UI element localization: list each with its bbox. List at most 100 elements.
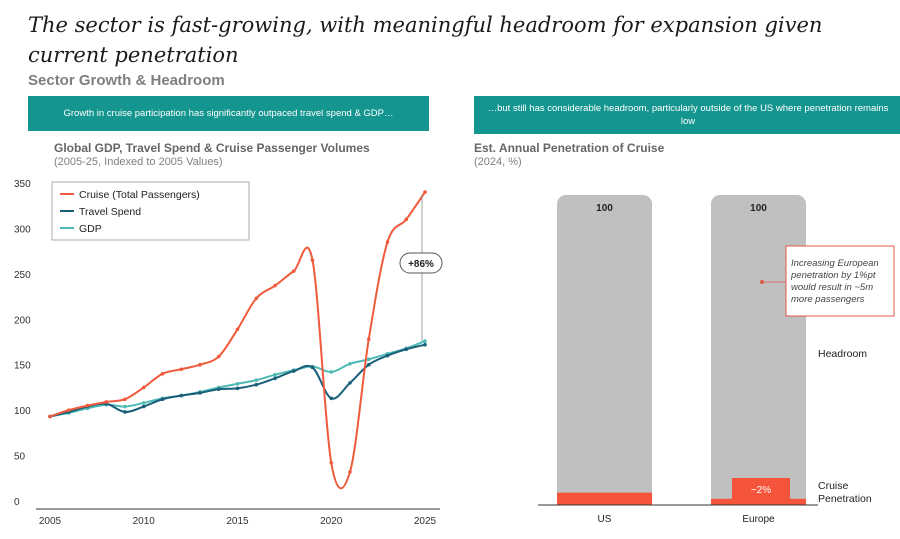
y-tick-label: 50: [14, 452, 26, 463]
x-tick-label: 2015: [226, 516, 249, 527]
bar-total-label: 100: [750, 203, 767, 214]
category-label: Europe: [742, 514, 775, 525]
bar-europe: 100: [711, 195, 806, 505]
series-travel-spend: [48, 342, 427, 419]
data-point: [160, 372, 165, 376]
data-point: [348, 381, 352, 385]
penetration-bar: [711, 498, 806, 505]
x-tick-label: 2010: [133, 516, 156, 527]
series-cruise-total-passengers: [48, 190, 427, 490]
right-banner-text: …but still has considerable headroom, pa…: [487, 103, 889, 127]
right-banner: …but still has considerable headroom, pa…: [474, 96, 900, 134]
data-point: [235, 327, 240, 332]
callout-text-line: more passengers: [791, 294, 865, 305]
data-point: [329, 370, 334, 374]
bar-total-label: 100: [596, 203, 613, 214]
data-point: [216, 354, 221, 359]
y-tick-label: 200: [14, 315, 31, 326]
data-point: [85, 403, 90, 408]
data-point: [179, 393, 184, 398]
data-point: [329, 461, 334, 465]
data-point: [423, 342, 427, 347]
bar-chart-title: Est. Annual Penetration of Cruise: [474, 141, 665, 155]
data-point: [423, 190, 427, 194]
callout-dot: [760, 280, 764, 284]
callout-text-line: Increasing European: [791, 258, 879, 269]
x-tick-label: 2025: [414, 516, 437, 527]
data-point: [216, 387, 221, 392]
y-tick-label: 350: [14, 179, 31, 190]
y-tick-label: 150: [14, 361, 31, 372]
section-title: Sector Growth & Headroom: [28, 72, 225, 89]
cruise-penetration-label: Cruise: [818, 480, 849, 492]
line-chart: 0 50 100 150 200 250 300 350 2005 2010 2015 2020 202…: [14, 179, 443, 527]
data-point: [385, 353, 390, 358]
callout-text-line: would result in ~5m: [791, 282, 873, 293]
callout-box: [785, 245, 895, 317]
data-point: [235, 381, 240, 386]
data-point: [66, 408, 71, 412]
penetration-bar: [557, 492, 652, 505]
data-point: [291, 369, 296, 373]
data-point: [404, 347, 409, 352]
data-point: [254, 382, 259, 387]
legend: [51, 181, 250, 241]
headroom-label: Headroom: [818, 348, 867, 360]
data-point: [254, 378, 259, 382]
left-banner: Growth in cruise participation has signi…: [28, 96, 429, 131]
data-point: [198, 362, 202, 367]
data-point: [123, 404, 127, 409]
data-point: [141, 401, 146, 405]
bar-chart-subtitle: (2024, %): [474, 156, 522, 168]
legend-item-label: Travel Spend: [79, 206, 141, 218]
line-chart-title: Global GDP, Travel Spend & Cruise Passen…: [54, 141, 370, 155]
line-chart-subtitle: (2005-25, Indexed to 2005 Values): [54, 156, 223, 168]
data-point: [48, 414, 52, 419]
data-point: [348, 470, 352, 474]
y-tick-label: 100: [14, 406, 31, 417]
callout-text-line: penetration by 1%pt: [790, 270, 876, 281]
headline: The sector is fast-growing, with meaning…: [28, 13, 823, 67]
annotation-label: +86%: [408, 259, 434, 270]
data-point: [273, 372, 277, 377]
data-point: [291, 269, 296, 273]
x-tick-label: 2020: [320, 516, 343, 527]
data-point: [179, 367, 184, 372]
data-point: [423, 339, 427, 343]
bar-us: 100: [557, 195, 652, 505]
y-tick-label: 0: [14, 497, 20, 508]
headroom-bar: [711, 195, 806, 505]
data-point: [273, 283, 277, 288]
data-point: [104, 400, 109, 404]
europe-penetration-label: ~2%: [751, 485, 771, 496]
data-point: [198, 391, 202, 395]
data-point: [366, 357, 371, 362]
data-point: [123, 397, 127, 402]
headroom-bar: [557, 195, 652, 505]
x-tick-label: 2005: [39, 516, 62, 527]
data-point: [123, 410, 127, 414]
category-label: US: [598, 514, 612, 525]
data-point: [329, 396, 334, 401]
data-point: [273, 376, 277, 381]
data-point: [385, 240, 390, 244]
data-point: [366, 362, 371, 367]
data-point: [235, 386, 240, 391]
data-point: [141, 404, 146, 409]
legend-item-label: Cruise (Total Passengers): [79, 189, 200, 201]
series-line: [49, 191, 426, 490]
data-point: [404, 217, 409, 222]
left-banner-text: Growth in cruise participation has signi…: [63, 108, 394, 119]
data-point: [254, 296, 259, 301]
annotation-pill: [399, 252, 443, 274]
europe-penetration-box: [732, 478, 790, 499]
cruise-penetration-label: Penetration: [818, 493, 872, 505]
data-point: [366, 337, 371, 342]
y-tick-label: 300: [14, 224, 31, 235]
legend-item-label: GDP: [79, 223, 102, 235]
data-point: [310, 258, 315, 263]
series-gdp: [48, 339, 427, 419]
data-point: [348, 362, 352, 366]
data-point: [160, 397, 165, 402]
data-point: [141, 385, 146, 390]
